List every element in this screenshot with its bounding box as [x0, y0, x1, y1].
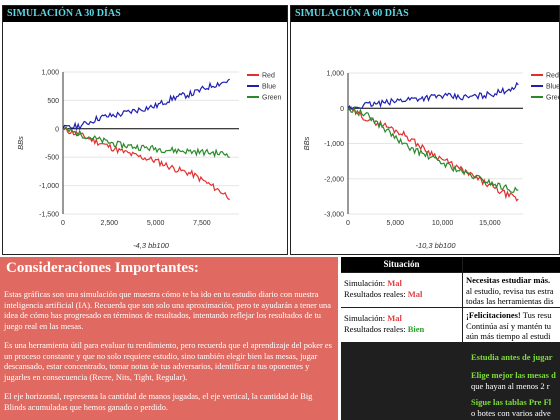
chart-panel-60-dias: SIMULACIÓN A 60 DÍAS 1,000 0 -1,000 -2,000 -…	[290, 5, 560, 255]
consideraciones-title: Consideraciones Importantes:	[6, 260, 199, 276]
consideraciones-paragraph-3: El eje horizontal, representa la cantida…	[4, 392, 313, 412]
series-line-gree	[347, 106, 519, 193]
situacion-panel: Situación Simulación: Mal Resultados rea…	[341, 257, 560, 420]
sim-value-1: Mal	[387, 278, 402, 288]
x-tick-label: 0	[346, 220, 350, 227]
sim-value-2: Mal	[387, 313, 402, 323]
legend-label: Gree	[546, 95, 560, 102]
tip-2: Elige mejor las mesas d que hayan al men…	[471, 370, 556, 391]
tip-2-rest: que hayan al menos 2 r	[471, 380, 550, 391]
sim-label-1: Simulación:	[344, 278, 386, 288]
y-tick-label: -500	[45, 155, 59, 162]
x-axis-label: -4,3 bb100	[133, 241, 170, 250]
situacion-row-2-status: Simulación: Mal Resultados reales: Bien	[341, 308, 462, 342]
chart-title-30-dias: SIMULACIÓN A 30 DÍAS	[3, 6, 287, 22]
y-tick-label: 0	[55, 126, 59, 133]
chart-title-60-dias: SIMULACIÓN A 60 DÍAS	[291, 6, 559, 22]
x-axis-label: -10,3 bb100	[415, 241, 456, 250]
consideraciones-panel: Consideraciones Importantes: Estas gráfi…	[0, 257, 338, 420]
situacion-row-2-message: ¡Felicitaciones! Tus resu Continúa así y…	[463, 308, 560, 342]
y-axis-label: BBs	[16, 136, 25, 150]
msg-bold-1: Necesitas estudiar más.	[466, 275, 551, 285]
real-label-2: Resultados reales:	[344, 323, 406, 334]
chart-panel-30-dias: SIMULACIÓN A 30 DÍAS 1,000 500 0 -500 -1,000…	[2, 5, 288, 255]
x-tick-label: 5,000	[147, 220, 165, 227]
tip-3: Sigue las tablas Pre Fl o botes con vari…	[471, 397, 551, 418]
situacion-header-message	[463, 257, 560, 272]
series-line-green	[62, 125, 230, 159]
x-tick-label: 2,500	[101, 220, 119, 227]
series-line-blue	[62, 78, 231, 132]
y-tick-label: 0	[340, 106, 344, 113]
x-tick-label: 15,000	[479, 220, 501, 227]
consideraciones-paragraph-2: Es una herramienta útil para evaluar tu …	[4, 341, 332, 382]
situacion-row-1-message: Necesitas estudiar más. al estudio, revi…	[463, 273, 560, 307]
y-tick-label: -1,000	[39, 183, 59, 190]
msg-line-1a: al estudio, revisa tus estra	[466, 285, 554, 296]
msg-line-2a: Continúa así y mantén tu	[466, 320, 551, 331]
y-tick-label: 1,000	[41, 70, 59, 77]
series-line-red	[62, 126, 230, 201]
sim-label-2: Simulación:	[344, 313, 386, 323]
x-tick-label: 10,000	[432, 220, 454, 227]
situacion-row-1-status: Simulación: Mal Resultados reales: Mal	[341, 273, 462, 307]
tip-2-bold: Elige mejor las mesas d	[471, 370, 556, 380]
tip-1: Estudia antes de jugar	[471, 352, 552, 363]
y-tick-label: -1,500	[39, 212, 59, 219]
legend-label: Red	[262, 73, 275, 80]
tip-3-bold: Sigue las tablas Pre Fl	[471, 397, 552, 407]
y-axis-label: BBs	[302, 136, 311, 150]
x-tick-label: 7,500	[193, 220, 211, 227]
y-tick-label: -3,000	[324, 212, 344, 219]
real-value-2: Bien	[407, 323, 425, 334]
msg-line-2b: aún más tiempo al estudi	[466, 331, 551, 341]
series-line-blue	[347, 81, 519, 110]
msg-rest-2: Tus resu	[520, 310, 552, 320]
legend-label: Blue	[546, 84, 560, 91]
legend-label: Blue	[262, 84, 276, 91]
tip-1-bold: Estudia antes de jugar	[471, 352, 553, 362]
real-label-1: Resultados reales:	[344, 288, 406, 299]
y-tick-label: 1,000	[326, 71, 344, 78]
consideraciones-paragraph-1: Estas gráficas son una simulación que mu…	[4, 290, 331, 331]
tip-3-rest: o botes con varios adve	[471, 407, 551, 418]
y-tick-label: -1,000	[324, 141, 344, 148]
legend-label: Green	[262, 95, 282, 102]
x-tick-label: 0	[61, 220, 65, 227]
legend-label: Red	[546, 73, 559, 80]
y-tick-label: -2,000	[324, 176, 344, 183]
msg-line-1b: todas las herramientas dis	[466, 296, 554, 306]
x-tick-label: 5,000	[387, 220, 405, 227]
y-tick-label: 500	[47, 98, 59, 105]
msg-bold-2: ¡Felicitaciones!	[466, 310, 521, 320]
situacion-header: Situación	[341, 257, 462, 272]
real-value-1: Mal	[407, 288, 423, 299]
